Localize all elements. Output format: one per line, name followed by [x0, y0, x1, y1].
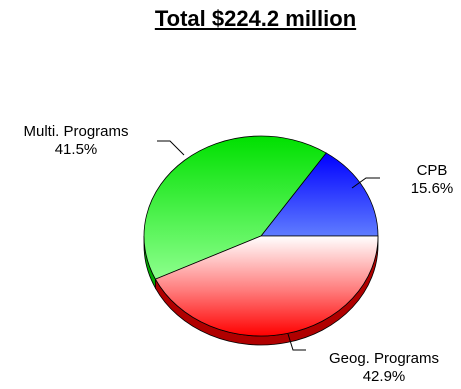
- slice-multi-programs-label: Multi. Programs: [23, 123, 128, 140]
- slice-multi-programs-leader-line: [157, 140, 185, 156]
- slice-geog-programs: [154, 235, 379, 337]
- slice-geog-programs-label: Geog. Programs: [329, 350, 439, 367]
- slice-cpb-percent: 15.6%: [411, 180, 454, 197]
- slice-geog-programs-percent: 42.9%: [363, 368, 406, 385]
- slice-geog-programs-leader-line: [287, 333, 306, 351]
- slice-multi-programs-percent: 41.5%: [55, 141, 98, 158]
- chart-title: Total $224.2 million: [154, 6, 357, 31]
- slice-cpb-leader-line: [351, 177, 380, 189]
- slice-cpb: [260, 152, 379, 237]
- slice-cpb-label: CPB: [417, 162, 448, 179]
- slice-multi-programs: [143, 135, 327, 280]
